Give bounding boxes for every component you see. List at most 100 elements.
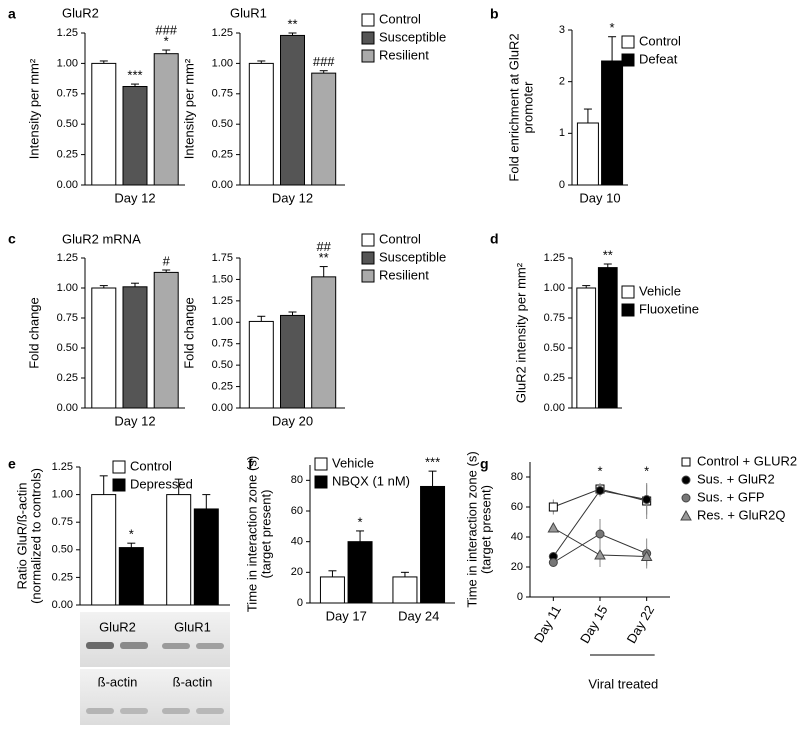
point <box>547 521 560 533</box>
y-tick-label: 0.75 <box>57 88 78 100</box>
y-tick-label: 0.00 <box>212 179 233 191</box>
legend-swatch <box>361 251 375 265</box>
legend-swatch <box>112 478 126 492</box>
y-tick-label: 0.25 <box>212 149 233 161</box>
point <box>642 495 652 504</box>
y-tick-label: 1.00 <box>212 316 233 328</box>
legend-swatch <box>314 457 328 471</box>
x-tick-label: Day 12 <box>114 190 155 205</box>
legend-marker <box>681 457 691 467</box>
blot-band <box>196 643 224 649</box>
significance: ## <box>316 239 331 254</box>
legend-label: Susceptible <box>379 29 446 44</box>
y-tick-label: 80 <box>291 474 303 486</box>
legend-swatch <box>314 475 328 489</box>
y-tick-label: 1.00 <box>544 282 565 294</box>
x-tick-label: Day 22 <box>624 603 658 646</box>
x-tick-label: Day 20 <box>272 413 313 428</box>
bar <box>153 271 179 409</box>
bar <box>311 72 337 186</box>
y-tick-label: 0.00 <box>57 179 78 191</box>
y-axis-label: Fold enrichment at GluR2 <box>506 33 521 181</box>
blot-band <box>86 708 114 714</box>
group-label: Viral treated <box>588 676 658 691</box>
blot-band <box>120 642 148 649</box>
panel-letter: e <box>8 456 16 472</box>
x-tick-label: GluR2 <box>99 619 136 634</box>
significance: * <box>129 527 134 542</box>
y-tick-label: 1 <box>559 127 565 139</box>
y-tick-label: 0.00 <box>212 402 233 414</box>
y-tick-label: 0 <box>297 597 303 609</box>
y-tick-label: 20 <box>291 566 303 578</box>
y-tick-label: 0.50 <box>212 118 233 130</box>
y-tick-label: 1.25 <box>212 295 233 307</box>
y-tick-label: 0.50 <box>52 544 73 556</box>
y-axis-label: Fold change <box>26 297 41 369</box>
western-blot <box>80 612 230 725</box>
y-tick-label: 60 <box>291 505 303 517</box>
legend-label: Control <box>639 33 681 48</box>
y-axis-label: Time in interaction zone (s) <box>464 451 479 607</box>
legend-label: Depressed <box>130 476 193 491</box>
legend-swatch <box>361 233 375 247</box>
legend-label: Fluoxetine <box>639 301 699 316</box>
y-tick-label: 0.50 <box>57 118 78 130</box>
blot-panel <box>80 612 230 667</box>
significance: *** <box>425 455 440 470</box>
bar <box>193 508 219 606</box>
y-axis-label: (target present) <box>478 485 493 574</box>
x-tick-label: Day 15 <box>577 603 611 646</box>
x-tick-label: Day 12 <box>114 413 155 428</box>
legend-marker <box>680 509 692 521</box>
y-tick-label: 0 <box>517 591 523 603</box>
bar <box>319 576 345 604</box>
significance: ### <box>155 22 177 37</box>
legend-swatch <box>112 460 126 474</box>
y-axis-label: promoter <box>520 81 535 134</box>
legend-swatch <box>361 49 375 63</box>
legend-label: Sus. + GluR2 <box>697 471 775 486</box>
legend-label: Vehicle <box>332 455 374 470</box>
legend-marker <box>681 493 691 503</box>
bar <box>122 86 148 186</box>
significance: * <box>597 463 602 478</box>
blot-band <box>120 708 148 714</box>
y-axis-label: Intensity per mm² <box>181 58 196 159</box>
significance: * <box>164 33 169 48</box>
point <box>548 558 558 567</box>
y-tick-label: 0.75 <box>52 516 73 528</box>
y-tick-label: 20 <box>511 561 523 573</box>
legend-swatch <box>621 53 635 67</box>
y-tick-label: 0.75 <box>57 312 78 324</box>
y-tick-label: 0.25 <box>57 372 78 384</box>
legend-marker <box>681 475 691 485</box>
y-axis-label: GluR2 intensity per mm² <box>513 262 528 403</box>
bar <box>597 267 618 409</box>
x-tick-label: Day 24 <box>398 608 439 623</box>
y-tick-label: 0.00 <box>52 599 73 611</box>
panel-letter: g <box>480 456 489 472</box>
chart-title: GluR1 <box>230 5 267 20</box>
legend-label: Control <box>379 11 421 26</box>
blot-panel <box>80 669 230 725</box>
y-tick-label: 0.50 <box>544 342 565 354</box>
y-axis-label: Fold change <box>181 297 196 369</box>
y-tick-label: 1.00 <box>57 57 78 69</box>
legend-label: Control <box>130 458 172 473</box>
x-tick-label: Day 17 <box>326 608 367 623</box>
chart-title: GluR2 mRNA <box>62 231 141 246</box>
significance: * <box>358 514 363 529</box>
bar <box>118 547 144 606</box>
significance: ** <box>287 16 297 31</box>
y-tick-label: 3 <box>559 24 565 36</box>
legend-label: NBQX (1 nM) <box>332 473 410 488</box>
y-tick-label: 0.25 <box>544 372 565 384</box>
y-tick-label: 1.25 <box>57 252 78 264</box>
y-tick-label: 40 <box>291 536 303 548</box>
bar <box>280 34 305 186</box>
y-tick-label: 2 <box>559 76 565 88</box>
y-tick-label: 1.00 <box>52 489 73 501</box>
bar <box>576 122 599 186</box>
bar <box>122 286 148 409</box>
